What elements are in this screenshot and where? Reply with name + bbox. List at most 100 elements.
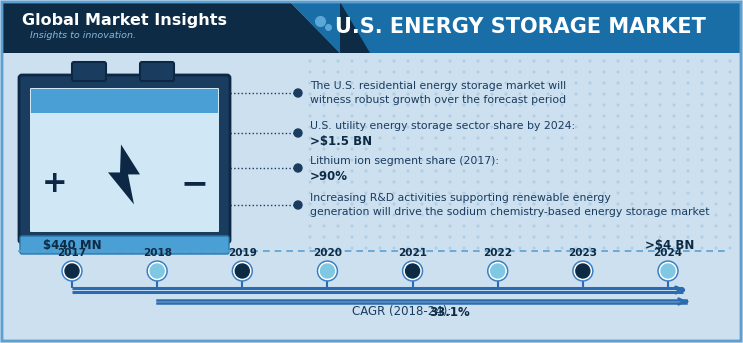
FancyBboxPatch shape (30, 88, 219, 232)
Circle shape (575, 104, 577, 106)
Circle shape (379, 82, 381, 84)
Circle shape (421, 203, 423, 205)
Circle shape (491, 104, 493, 106)
Circle shape (421, 104, 423, 106)
Circle shape (533, 214, 535, 216)
Circle shape (659, 60, 661, 62)
Circle shape (351, 225, 353, 227)
Text: >$1.5 BN: >$1.5 BN (310, 134, 372, 147)
Circle shape (477, 203, 479, 205)
Circle shape (323, 203, 325, 205)
Circle shape (491, 115, 493, 117)
Circle shape (435, 181, 437, 183)
Text: Lithium ion segment share (2017):: Lithium ion segment share (2017): (310, 156, 502, 166)
Polygon shape (290, 2, 741, 53)
Circle shape (701, 137, 703, 139)
Circle shape (547, 192, 549, 194)
Circle shape (435, 126, 437, 128)
Circle shape (323, 170, 325, 172)
Circle shape (233, 261, 253, 281)
Text: Increasing R&D activities supporting renewable energy: Increasing R&D activities supporting ren… (310, 193, 611, 203)
Circle shape (449, 236, 451, 238)
Circle shape (150, 264, 164, 278)
Circle shape (631, 236, 633, 238)
Circle shape (449, 203, 451, 205)
Circle shape (519, 247, 521, 249)
Circle shape (729, 137, 731, 139)
Circle shape (561, 170, 563, 172)
Circle shape (519, 93, 521, 95)
Circle shape (463, 159, 465, 161)
Circle shape (309, 93, 311, 95)
Circle shape (491, 192, 493, 194)
Circle shape (589, 225, 591, 227)
Circle shape (309, 137, 311, 139)
Circle shape (491, 82, 493, 84)
Circle shape (645, 225, 647, 227)
Circle shape (393, 71, 395, 73)
Circle shape (407, 203, 409, 205)
Circle shape (603, 225, 605, 227)
Circle shape (589, 181, 591, 183)
Circle shape (323, 225, 325, 227)
Circle shape (617, 104, 619, 106)
Circle shape (421, 60, 423, 62)
Circle shape (701, 115, 703, 117)
Circle shape (575, 225, 577, 227)
Circle shape (729, 60, 731, 62)
Circle shape (323, 93, 325, 95)
Circle shape (631, 214, 633, 216)
Circle shape (309, 236, 311, 238)
Circle shape (575, 115, 577, 117)
Circle shape (561, 214, 563, 216)
Circle shape (505, 82, 507, 84)
Circle shape (701, 93, 703, 95)
Circle shape (491, 148, 493, 150)
Circle shape (687, 93, 689, 95)
Circle shape (365, 181, 367, 183)
Circle shape (729, 82, 731, 84)
Circle shape (487, 261, 507, 281)
Circle shape (393, 104, 395, 106)
Circle shape (491, 181, 493, 183)
Circle shape (561, 181, 563, 183)
Circle shape (393, 159, 395, 161)
Circle shape (617, 192, 619, 194)
Circle shape (645, 159, 647, 161)
Circle shape (603, 148, 605, 150)
Circle shape (659, 126, 661, 128)
Circle shape (687, 115, 689, 117)
Circle shape (309, 192, 311, 194)
Circle shape (477, 82, 479, 84)
Circle shape (533, 203, 535, 205)
Circle shape (505, 60, 507, 62)
Circle shape (617, 148, 619, 150)
Circle shape (449, 192, 451, 194)
Circle shape (729, 203, 731, 205)
Circle shape (659, 115, 661, 117)
Circle shape (645, 82, 647, 84)
Circle shape (351, 71, 353, 73)
Circle shape (673, 148, 675, 150)
Circle shape (631, 60, 633, 62)
Circle shape (393, 137, 395, 139)
Circle shape (715, 236, 717, 238)
Circle shape (631, 203, 633, 205)
Circle shape (589, 93, 591, 95)
Circle shape (575, 214, 577, 216)
Circle shape (365, 159, 367, 161)
Circle shape (351, 126, 353, 128)
Circle shape (645, 115, 647, 117)
Circle shape (603, 93, 605, 95)
Circle shape (379, 181, 381, 183)
Circle shape (519, 159, 521, 161)
Circle shape (477, 247, 479, 249)
Circle shape (589, 104, 591, 106)
Circle shape (603, 115, 605, 117)
Circle shape (435, 192, 437, 194)
Circle shape (379, 115, 381, 117)
Circle shape (337, 82, 339, 84)
Circle shape (491, 225, 493, 227)
Circle shape (491, 236, 493, 238)
Circle shape (463, 181, 465, 183)
